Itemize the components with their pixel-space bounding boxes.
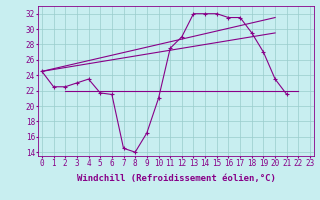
- X-axis label: Windchill (Refroidissement éolien,°C): Windchill (Refroidissement éolien,°C): [76, 174, 276, 183]
